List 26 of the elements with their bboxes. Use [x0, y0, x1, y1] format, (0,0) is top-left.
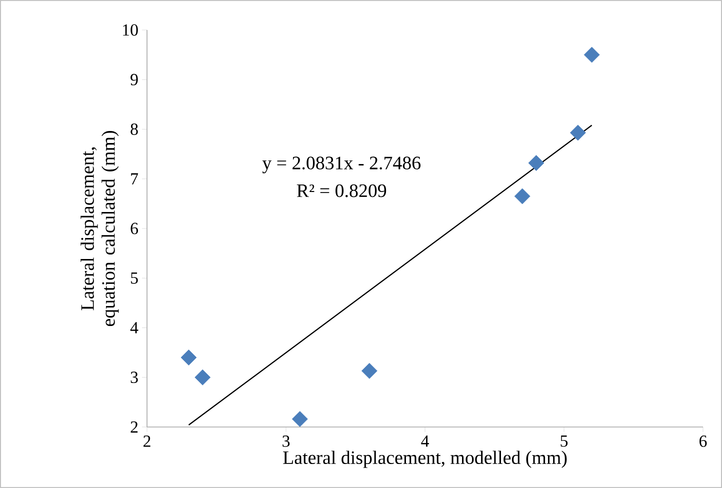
- x-axis-title: Lateral displacement, modelled (mm): [283, 450, 567, 468]
- y-tick-label: 3: [130, 372, 138, 384]
- point: [194, 369, 211, 386]
- annotation: R² = 0.8209: [296, 184, 386, 198]
- y-axis-title: Lateral displacement, equation calculated (mm): [80, 131, 119, 326]
- point: [292, 411, 308, 427]
- y-tick-label: 4: [130, 322, 138, 334]
- y-tick-label: 8: [130, 124, 138, 135]
- y-tick-label: 7: [131, 173, 138, 184]
- y-tick-label: 2: [130, 421, 138, 433]
- x-tick-label: 5: [560, 436, 568, 447]
- point: [514, 188, 530, 204]
- point: [528, 155, 544, 171]
- x-tick-label: 6: [700, 436, 707, 447]
- annotation: y = 2.0831x - 2.7486: [262, 156, 421, 174]
- y-tick-label: 6: [130, 222, 138, 234]
- y-tick-label: 9: [130, 74, 138, 86]
- x-tick-label: 2: [144, 436, 150, 447]
- point: [570, 124, 586, 141]
- y-tick-label: 10: [123, 24, 138, 36]
- x-tick-label: 3: [282, 436, 290, 447]
- point: [584, 46, 600, 63]
- point: [180, 350, 197, 366]
- y-tick-label: 5: [131, 272, 138, 284]
- x-tick-label: 4: [421, 436, 429, 447]
- point: [361, 362, 378, 379]
